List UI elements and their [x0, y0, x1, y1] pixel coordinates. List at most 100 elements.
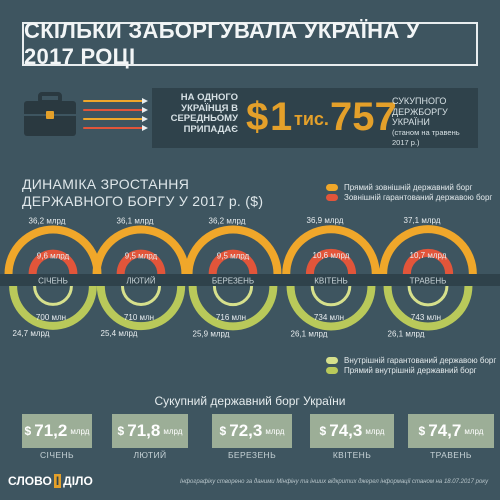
month-label: ЛЮТИЙ	[126, 277, 156, 286]
legend-label: Внутрішній гарантований державою борг	[344, 356, 497, 365]
summary-box: $71,2 млрд	[22, 414, 92, 448]
legend-item-external-guaranteed: Зовнішній гарантований державою борг	[326, 193, 492, 202]
summary-unit: млрд	[464, 426, 484, 436]
bar-external-direct	[379, 225, 477, 275]
bar-external-direct	[4, 225, 102, 275]
bar-external-direct	[92, 225, 190, 275]
label-internal-guaranteed: 716 млн	[216, 313, 246, 322]
label-external-direct: 36,9 млрд	[307, 216, 344, 225]
summary-value: 71,8	[127, 421, 161, 440]
label-internal-guaranteed: 734 млн	[314, 313, 344, 322]
logo: СЛОВО І ДІЛО	[8, 474, 93, 488]
legend-item-internal-direct: Прямий внутрішній державний борг	[326, 366, 477, 375]
bar-external-guaranteed	[305, 248, 357, 275]
label-internal-direct: 25,9 млрд	[193, 329, 230, 338]
label-internal-direct: 25,4 млрд	[101, 329, 138, 338]
label-internal-direct: 26,1 млрд	[291, 329, 328, 338]
label-internal-guaranteed: 743 млн	[411, 313, 441, 322]
summary-unit: млрд	[163, 426, 183, 436]
summary-month: ТРАВЕНЬ	[430, 450, 472, 460]
thousand-abbr: тис.	[294, 109, 329, 129]
legend-label: Прямий внутрішній державний борг	[344, 366, 477, 375]
per-capita-amount: 757	[330, 95, 397, 139]
summary-currency: $	[117, 424, 125, 438]
summary-value: 74,7	[428, 421, 462, 440]
debt-dynamics-chart: СІЧЕНЬ 36,2 млрд 9,6 млрд 700 млн 24,7 млрд Л…	[0, 216, 500, 338]
briefcase-icon	[24, 92, 76, 136]
summary-unit: млрд	[265, 426, 285, 436]
per-capita-desc-text: СУКУПНОГО ДЕРЖБОРГУ УКРАЇНИ	[392, 96, 448, 127]
label-external-guaranteed: 9,5 млрд	[217, 252, 250, 261]
summary-currency: $	[24, 424, 32, 438]
summary-month: СІЧЕНЬ	[40, 450, 74, 460]
label-external-guaranteed: 10,6 млрд	[313, 251, 350, 260]
label-external-direct: 36,1 млрд	[117, 217, 154, 226]
bar-internal-guaranteed	[407, 285, 449, 307]
summary-value: 74,3	[329, 421, 363, 440]
per-capita-debt-panel: НА ОДНОГО УКРАЇНЦЯ В СЕРЕДНЬОМУ ПРИПАДАЄ…	[152, 88, 478, 148]
bar-external-direct	[282, 225, 380, 275]
bar-external-direct	[184, 225, 282, 275]
legend-label: Зовнішній гарантований державою борг	[344, 193, 493, 202]
legend-item-internal-guaranteed: Внутрішній гарантований державою борг	[326, 356, 496, 365]
summary-month: БЕРЕЗЕНЬ	[227, 450, 277, 460]
summary-box: $71,8 млрд	[112, 414, 188, 448]
summary-unit: млрд	[365, 426, 385, 436]
per-capita-note: (станом на травень 2017 р.)	[392, 127, 460, 148]
dollar-sign: $	[246, 95, 269, 139]
per-capita-label: НА ОДНОГО УКРАЇНЦЯ В СЕРЕДНЬОМУ ПРИПАДАЄ	[170, 92, 238, 135]
label-internal-direct: 24,7 млрд	[13, 329, 50, 338]
arrow-lines-icon	[83, 98, 148, 131]
legend-swatch	[326, 367, 338, 374]
bar-external-guaranteed	[208, 249, 258, 275]
summary-value: 71,2	[34, 421, 68, 440]
bar-internal-guaranteed	[212, 285, 254, 307]
label-external-direct: 37,1 млрд	[404, 216, 441, 225]
section-title-line1: ДИНАМІКА ЗРОСТАННЯ	[22, 176, 190, 192]
summary-month: КВІТЕНЬ	[332, 450, 372, 460]
summary-unit: млрд	[70, 426, 90, 436]
footnote: Інфографіку створено за даними Мінфіну т…	[180, 479, 489, 485]
label-external-direct: 36,2 млрд	[209, 217, 246, 226]
month-label: ТРАВЕНЬ	[410, 277, 447, 286]
month-label: БЕРЕЗЕНЬ	[212, 277, 254, 286]
summary-value: 72,3	[229, 421, 263, 440]
legend-item-external-direct: Прямий зовнішній державний борг	[326, 183, 472, 192]
bar-internal-direct	[286, 285, 376, 331]
label-external-guaranteed: 9,5 млрд	[125, 252, 158, 261]
bar-internal-direct	[188, 285, 278, 331]
legend-swatch	[326, 357, 338, 364]
label-internal-guaranteed: 710 млн	[124, 313, 154, 322]
legend-label: Прямий зовнішній державний борг	[344, 183, 473, 192]
summary-currency: $	[418, 424, 426, 438]
bar-internal-guaranteed	[33, 285, 73, 306]
page-title: СКІЛЬКИ ЗАБОРГУВАЛА УКРАЇНА У 2017 РОЦІ	[22, 18, 478, 69]
bar-external-guaranteed	[28, 249, 78, 275]
bar-internal-direct	[96, 285, 186, 331]
bar-external-guaranteed	[116, 249, 166, 275]
summary-box: $74,3 млрд	[310, 414, 394, 448]
section-title-line2: ДЕРЖАВНОГО БОРГУ У 2017 р. ($)	[22, 193, 264, 209]
legend-swatch	[326, 194, 338, 201]
label-internal-guaranteed: 700 млн	[36, 313, 66, 322]
label-external-guaranteed: 9,6 млрд	[37, 252, 70, 261]
label-external-direct: 36,2 млрд	[29, 217, 66, 226]
summary-month: ЛЮТИЙ	[133, 450, 167, 460]
summary-currency: $	[319, 424, 327, 438]
label-internal-direct: 26,1 млрд	[388, 329, 425, 338]
bar-internal-direct	[9, 285, 97, 330]
bar-external-guaranteed	[402, 248, 454, 275]
section-title: ДИНАМІКА ЗРОСТАННЯ ДЕРЖАВНОГО БОРГУ У 20…	[22, 176, 263, 210]
label-external-guaranteed: 10,7 млрд	[410, 251, 447, 260]
bar-internal-direct	[383, 285, 473, 331]
bar-internal-guaranteed	[310, 285, 352, 307]
per-capita-thousands: 1	[270, 95, 293, 139]
month-label: КВІТЕНЬ	[314, 277, 347, 286]
legend-swatch	[326, 184, 338, 191]
summary-currency: $	[219, 424, 227, 438]
bar-internal-guaranteed	[120, 285, 162, 306]
summary-title: Сукупний державний борг України	[154, 394, 346, 408]
summary-box: $74,7 млрд	[408, 414, 494, 448]
month-band	[0, 274, 500, 286]
per-capita-desc: СУКУПНОГО ДЕРЖБОРГУ УКРАЇНИ (станом на т…	[392, 96, 478, 149]
